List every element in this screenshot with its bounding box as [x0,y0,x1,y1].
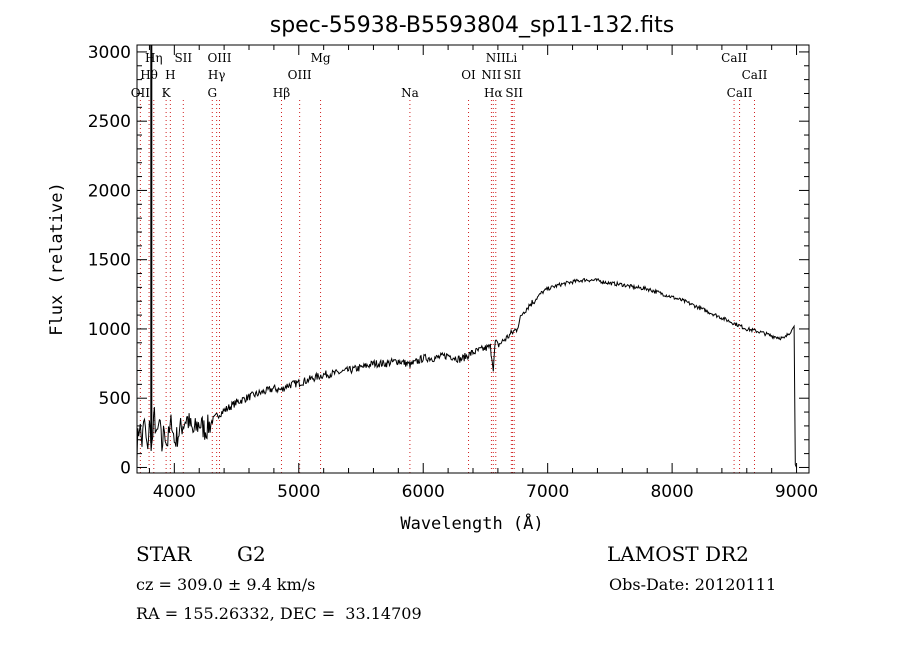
coordinates: RA = 155.26332, DEC = 33.14709 [136,604,422,623]
x-tick-label: 7000 [526,482,569,502]
x-tick-label: 4000 [153,482,196,502]
spectral-line-label: OIII [207,51,231,65]
y-tick-label: 2000 [88,181,131,201]
x-tick-label: 9000 [775,482,818,502]
y-tick-label: 1000 [88,320,131,340]
spectral-line-label: SII [505,86,523,100]
object-class: STAR [136,542,192,566]
chart-title: spec-55938-B5593804_sp11-132.fits [270,13,675,38]
spectral-line-label: CaII [742,68,768,82]
survey-name: LAMOST DR2 [607,542,749,566]
spectral-line-label: OIII [288,68,312,82]
spectral-line-label: Mg [311,51,331,65]
object-subclass: G2 [237,542,266,566]
spectral-line-label: Na [401,86,419,100]
spectrum-series-line [136,277,798,468]
y-tick-label: 500 [99,389,131,409]
x-tick-label: 8000 [650,482,693,502]
x-tick-label: 6000 [402,482,445,502]
redshift-value: cz = 309.0 ± 9.4 km/s [136,575,316,594]
spectral-line-label: SII [174,51,192,65]
spectral-line-label: OI [461,68,476,82]
spectral-line-label: Hη [145,51,163,65]
spectral-line-label: K [162,86,172,100]
obs-date: Obs-Date: 20120111 [609,575,777,594]
spectral-line-label: SII [504,68,522,82]
x-axis-label: Wavelength (Å) [400,512,543,534]
spectral-line-label: Li [505,51,517,65]
spectral-line-label: Hβ [273,86,290,100]
spectral-line-label: CaII [727,86,753,100]
y-tick-label: 1500 [88,251,131,271]
x-tick-label: 5000 [277,482,320,502]
plot-frame [136,44,810,474]
spectral-line-label: Hα [484,86,503,100]
spectral-line-label: G [207,86,217,100]
spectral-line-label: H [165,68,175,82]
y-tick-label: 3000 [88,43,131,63]
spectral-line-label: Hγ [208,68,226,82]
y-axis-label: Flux (relative) [47,182,67,336]
spectral-line-label: Hθ [140,68,158,82]
spectral-line-label: NII [486,51,506,65]
y-tick-label: 0 [120,458,131,478]
spectral-line-label: CaII [721,51,747,65]
spectral-line-label: NII [481,68,501,82]
y-tick-label: 2500 [88,112,131,132]
